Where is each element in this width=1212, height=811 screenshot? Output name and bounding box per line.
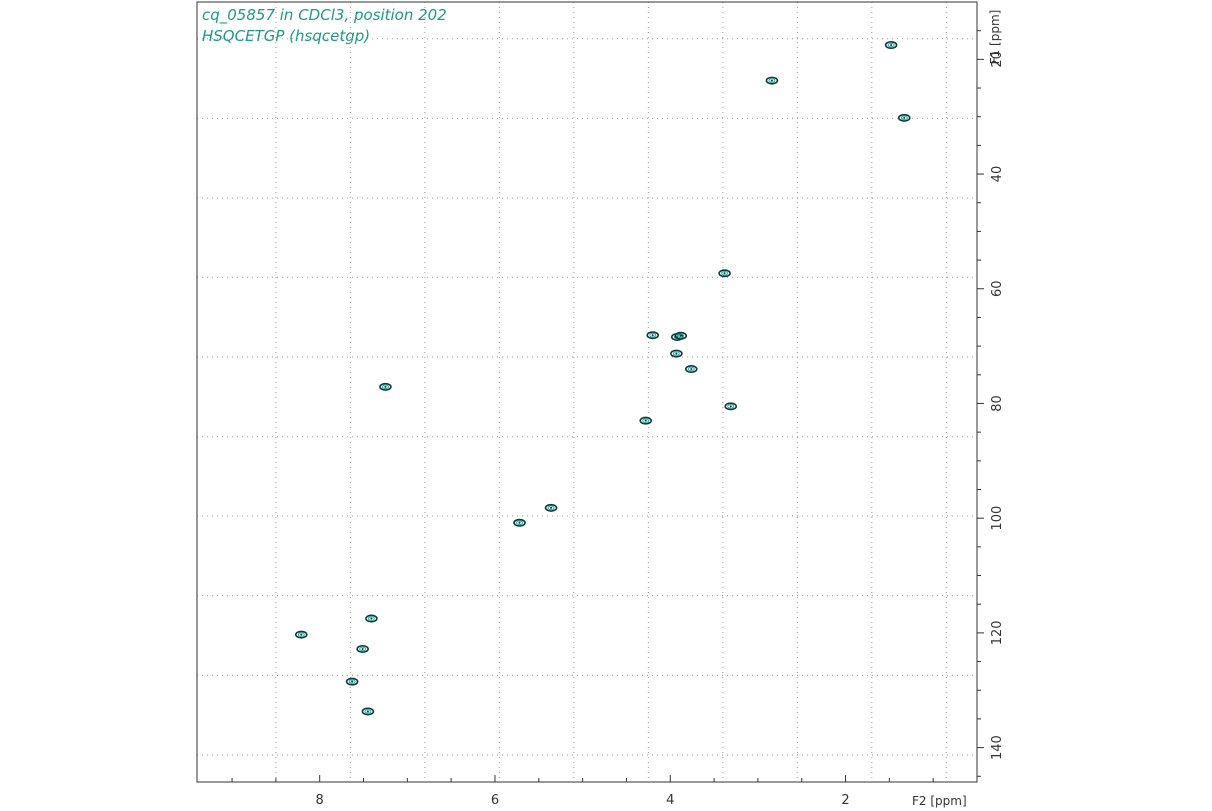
cross-peak[interactable] <box>361 707 375 716</box>
cross-peak[interactable] <box>674 331 688 340</box>
cross-peak[interactable] <box>356 644 369 653</box>
contour-outer <box>365 614 378 623</box>
contour-core <box>690 368 693 371</box>
contour-core <box>675 352 678 355</box>
contour-core <box>770 79 773 82</box>
contour-outer <box>670 349 683 358</box>
contour-inner <box>516 520 524 526</box>
contour-outer <box>379 382 392 391</box>
spectrum-title: cq_05857 in CDCl3, position 202 <box>202 6 447 24</box>
y-tick-label: 100 <box>990 506 1005 531</box>
contour-inner <box>359 646 367 652</box>
contour-core <box>366 710 369 713</box>
x-tick-label: 8 <box>316 793 324 808</box>
cross-peak[interactable] <box>897 113 911 122</box>
cross-peak[interactable] <box>365 614 378 623</box>
contour-core <box>361 647 364 650</box>
contour-core <box>651 334 654 337</box>
cross-peak[interactable] <box>379 382 392 391</box>
contour-outer <box>684 365 698 374</box>
contour-outer <box>884 41 898 50</box>
y-axis-label: F1 [ppm] <box>988 10 1002 65</box>
cross-peak[interactable] <box>646 331 660 340</box>
cross-peak[interactable] <box>718 269 731 278</box>
y-tick-label: 60 <box>990 280 1005 297</box>
contour-outer <box>513 518 526 527</box>
contour-outer <box>361 707 375 716</box>
y-axis: 20 40 60 80 100 120 140 <box>977 30 1005 777</box>
cross-peak[interactable] <box>724 402 738 411</box>
contour-inner <box>687 366 695 372</box>
contour-inner <box>364 709 372 714</box>
contour-inner <box>887 42 895 48</box>
contour-outer <box>646 331 660 340</box>
contour-core <box>729 405 732 408</box>
contour-outer <box>345 677 359 686</box>
y-tick-label: 80 <box>990 395 1005 412</box>
contour-core <box>370 617 373 620</box>
cross-peak[interactable] <box>639 416 653 425</box>
contour-core <box>300 633 303 636</box>
y-tick-label: 20 <box>990 51 1005 68</box>
contour-inner <box>381 384 389 390</box>
contour-inner <box>727 404 735 409</box>
y-tick-label: 140 <box>990 735 1005 760</box>
contour-inner <box>297 632 305 637</box>
contour-outer <box>674 331 688 340</box>
peaks <box>294 41 911 716</box>
cross-peak[interactable] <box>294 630 308 639</box>
contour-outer <box>294 630 308 639</box>
contour-core <box>518 521 521 524</box>
contour-core <box>679 334 682 337</box>
contour-outer <box>897 113 911 122</box>
cross-peak[interactable] <box>684 365 698 374</box>
x-axis: 8 6 4 2 <box>231 775 978 808</box>
contour-outer <box>544 503 558 512</box>
contour-core <box>903 116 906 119</box>
contour-outer <box>724 402 738 411</box>
cross-peak[interactable] <box>765 76 779 85</box>
x-tick-label: 6 <box>491 793 499 808</box>
cross-peak[interactable] <box>513 518 526 527</box>
contour-inner <box>649 332 657 338</box>
contour-inner <box>900 115 908 121</box>
contour-inner <box>547 505 555 511</box>
y-tick-label: 120 <box>990 620 1005 645</box>
contour-outer <box>765 76 779 85</box>
contour-inner <box>348 679 356 684</box>
contour-core <box>644 419 647 422</box>
cross-peak[interactable] <box>884 41 898 50</box>
plot-frame <box>196 1 978 783</box>
contour-outer <box>718 269 731 278</box>
contour-inner <box>677 333 685 339</box>
contour-outer <box>356 644 369 653</box>
contour-core <box>550 506 553 509</box>
contour-inner <box>367 616 375 621</box>
cross-peak[interactable] <box>544 503 558 512</box>
contour-core <box>723 272 726 275</box>
contour-core <box>384 385 387 388</box>
contour-core <box>351 680 354 683</box>
x-tick-label: 2 <box>841 793 849 808</box>
contour-inner <box>642 418 650 423</box>
contour-inner <box>672 351 680 356</box>
cross-peak[interactable] <box>345 677 359 686</box>
x-axis-label: F2 [ppm] <box>912 794 967 808</box>
contour-inner <box>721 270 729 276</box>
x-tick-label: 4 <box>666 793 674 808</box>
y-tick-label: 40 <box>990 166 1005 183</box>
experiment-subtitle: HSQCETGP (hsqcetgp) <box>202 27 371 45</box>
grid <box>197 2 977 782</box>
contour-inner <box>768 78 776 83</box>
contour-outer <box>639 416 653 425</box>
contour-core <box>890 44 893 47</box>
cross-peak[interactable] <box>670 349 683 358</box>
